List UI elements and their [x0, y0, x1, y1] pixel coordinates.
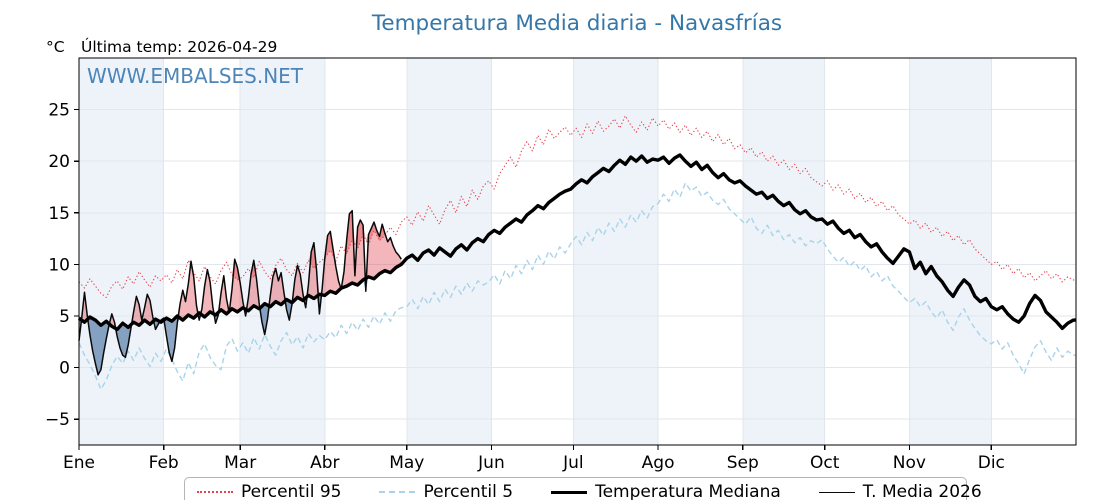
plot-border — [78, 57, 1077, 446]
y-tick-label: 0 — [59, 359, 70, 379]
x-tick-label: Oct — [810, 453, 840, 473]
legend-item-percentil-5: Percentil 5 — [379, 482, 513, 500]
temperatura-mediana-line-sample — [551, 490, 588, 494]
legend-item-t-media-2026: T. Media 2026 — [818, 482, 982, 500]
x-tick-label: Ago — [642, 453, 675, 473]
y-tick-label: 5 — [59, 307, 70, 327]
legend-label-temperatura-mediana: Temperatura Mediana — [595, 482, 781, 500]
percentil-95-line — [78, 115, 1076, 298]
x-tick-label: Jun — [477, 453, 505, 473]
legend-label-percentil-5: Percentil 5 — [423, 482, 514, 500]
x-axis-labels: Ene Feb Mar Abr May Jun Jul Ago Sep Oct Nov Dic — [63, 453, 1005, 473]
percentil-5-line — [78, 182, 1076, 390]
month-band — [909, 58, 992, 445]
percentil-5-line-sample — [379, 491, 416, 493]
x-tick-label: Dic — [978, 453, 1005, 473]
x-tick-label: Nov — [893, 453, 926, 473]
y-axis-labels: −5 0 5 10 15 20 25 — [45, 101, 70, 431]
percentil-95-line-sample — [197, 491, 233, 493]
y-tick-label: −5 — [45, 410, 70, 430]
legend-label-t-media-2026: T. Media 2026 — [862, 482, 982, 500]
temperatura-mediana-line — [77, 153, 1076, 332]
x-tick-label: Mar — [224, 453, 256, 473]
t-media-2026-line-sample — [818, 491, 855, 493]
y-unit-label: °C — [46, 38, 65, 56]
legend-item-percentil-95: Percentil 95 — [197, 482, 341, 500]
y-tick-label: 10 — [48, 255, 70, 275]
legend-item-temperatura-mediana: Temperatura Mediana — [551, 482, 781, 500]
month-band — [742, 58, 825, 445]
x-tick-label: May — [389, 453, 424, 473]
month-band — [406, 58, 492, 445]
month-band — [573, 58, 659, 445]
x-tick-label: Feb — [149, 453, 179, 473]
x-tick-label: Abr — [310, 453, 339, 473]
last-temp-annotation: Última temp: 2026-04-29 — [81, 37, 277, 56]
watermark: WWW.EMBALSES.NET — [87, 64, 304, 88]
y-tick-label: 20 — [48, 152, 70, 172]
x-tick-label: Sep — [727, 453, 759, 473]
legend-label-percentil-95: Percentil 95 — [241, 482, 342, 500]
month-band — [79, 58, 164, 445]
y-tick-label: 15 — [48, 204, 70, 224]
x-tick-label: Jul — [562, 453, 584, 473]
month-shading-bands — [79, 58, 992, 445]
x-tick-label: Ene — [63, 453, 95, 473]
legend-box: Percentil 95 Percentil 5 Temperatura Med… — [184, 477, 982, 500]
axis-ticks — [74, 108, 992, 450]
y-tick-label: 25 — [48, 101, 70, 121]
chart-title: Temperatura Media diaria - Navasfrías — [371, 11, 782, 36]
temperatura-2026-line — [78, 209, 402, 376]
